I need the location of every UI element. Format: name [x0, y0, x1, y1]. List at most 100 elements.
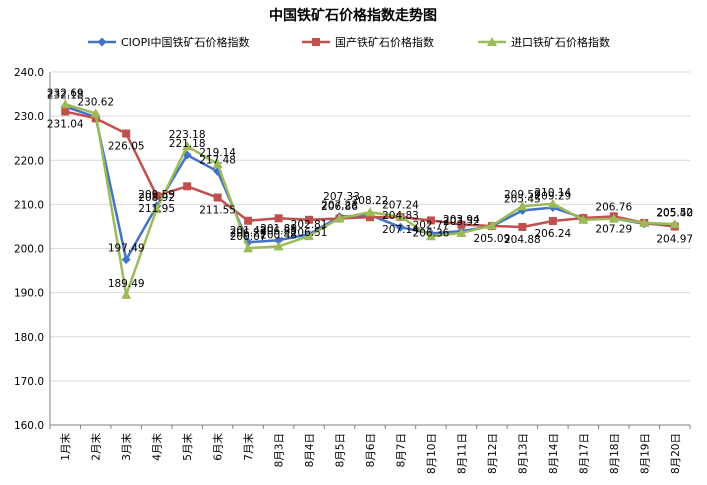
data-label: 205.09	[474, 233, 511, 245]
legend-label: 国产铁矿石价格指数	[335, 35, 434, 49]
x-tick-label: 8月14日	[548, 433, 560, 474]
square-marker	[366, 213, 374, 222]
data-label: 210.14	[534, 187, 571, 199]
legend-item-0: CIOPI中国铁矿石价格指数	[88, 35, 249, 49]
x-tick-label: 8月19日	[639, 433, 651, 474]
data-label: 204.88	[504, 234, 541, 246]
square-marker	[305, 215, 314, 224]
square-marker	[312, 38, 320, 46]
triangle-marker	[487, 37, 497, 46]
data-label: 209.59	[138, 189, 175, 201]
square-marker	[152, 191, 161, 200]
triangle-marker	[243, 243, 254, 253]
triangle-marker	[608, 213, 619, 223]
triangle-marker	[395, 211, 406, 221]
x-tick-label: 8月4日	[304, 433, 316, 467]
triangle-marker	[486, 220, 497, 230]
data-label: 221.18	[169, 138, 206, 150]
data-label: 209.59	[504, 189, 541, 201]
data-label: 211.95	[138, 203, 175, 215]
data-label: 197.49	[108, 243, 145, 255]
x-tick-label: 8月10日	[426, 433, 438, 474]
x-tick-label: 1月末	[59, 433, 72, 461]
triangle-marker	[90, 108, 101, 118]
x-tick-label: 3月末	[120, 433, 133, 461]
y-tick-label: 160.0	[14, 420, 44, 432]
x-tick-label: 8月7日	[395, 433, 407, 467]
x-tick-label: 8月3日	[274, 433, 286, 467]
diamond-marker	[395, 222, 405, 232]
square-marker	[244, 216, 253, 225]
data-label: 230.62	[77, 96, 114, 108]
data-label: 206.24	[534, 228, 571, 240]
x-tick-label: 2月末	[90, 433, 103, 461]
y-tick-label: 220.0	[14, 155, 44, 167]
data-label: 206.29	[230, 228, 267, 240]
data-label: 205.40	[656, 208, 693, 220]
data-labels: 232.18 197.49 209.59 221.18 217.48 201.42201.…	[47, 87, 693, 290]
square-marker	[548, 216, 557, 225]
square-marker	[518, 222, 527, 231]
triangle-marker	[365, 207, 375, 217]
y-tick-label: 200.0	[14, 244, 44, 256]
data-label: 203.52	[443, 216, 480, 228]
data-label: 206.76	[595, 202, 632, 214]
triangle-marker	[304, 231, 315, 241]
square-marker	[457, 220, 466, 229]
data-label: 202.81	[291, 219, 328, 231]
square-marker	[122, 129, 131, 138]
data-label: 208.92	[138, 192, 175, 204]
data-label: 207.24	[382, 200, 419, 212]
data-label: 200.07	[230, 231, 267, 243]
data-label: 231.04	[47, 119, 84, 131]
triangle-marker	[334, 213, 345, 223]
triangle-marker	[639, 217, 650, 227]
series-0	[60, 102, 680, 265]
data-label: 201.88	[260, 223, 297, 235]
data-label: 211.55	[199, 205, 236, 217]
data-label: 207.14	[382, 224, 419, 236]
x-tick-label: 8月11日	[456, 433, 468, 474]
y-tick-label: 180.0	[14, 332, 44, 344]
data-label: 201.42	[230, 225, 267, 237]
data-label: 217.48	[199, 154, 236, 166]
square-marker	[274, 214, 283, 223]
data-label: 205.45	[504, 194, 541, 206]
x-tick-label: 8月13日	[517, 433, 529, 474]
x-tick-label: 8月17日	[578, 433, 590, 474]
data-label: 207.33	[323, 191, 360, 203]
data-label: 232.18	[47, 90, 84, 102]
data-label: 207.29	[595, 223, 632, 235]
data-label: 203.94	[443, 214, 480, 226]
square-marker	[61, 107, 70, 116]
triangle-marker	[273, 241, 284, 251]
data-label: 208.22	[352, 195, 389, 207]
data-label: 204.97	[656, 234, 693, 246]
x-tick-label: 5月末	[181, 433, 194, 461]
x-tick-label: 8月6日	[365, 433, 377, 467]
square-marker	[426, 216, 435, 225]
x-tick-label: 8月5日	[335, 433, 347, 467]
triangle-marker	[669, 219, 680, 229]
triangle-marker	[425, 231, 436, 241]
triangle-marker	[151, 204, 162, 214]
data-label: 232.69	[47, 87, 84, 99]
x-tick-label: 8月12日	[487, 433, 499, 474]
x-tick-label: 4月末	[151, 433, 164, 461]
data-label: 206.36	[413, 227, 450, 239]
triangle-marker	[121, 289, 132, 299]
y-tick-label: 170.0	[14, 376, 44, 388]
triangle-marker	[212, 159, 223, 169]
data-label: 202.77	[413, 219, 450, 231]
data-label: 209.29	[534, 191, 571, 203]
data-label: 206.86	[321, 201, 358, 213]
x-tick-label: 7月末	[242, 433, 255, 461]
grid-lines	[50, 71, 690, 382]
chart-legend: CIOPI中国铁矿石价格指数 国产铁矿石价格指数 进口铁矿石价格指数	[88, 35, 610, 49]
y-tick-label: 230.0	[14, 111, 44, 123]
series-lines	[60, 99, 680, 299]
triangle-marker	[60, 99, 71, 109]
square-marker	[183, 182, 192, 191]
diamond-marker	[121, 255, 131, 265]
